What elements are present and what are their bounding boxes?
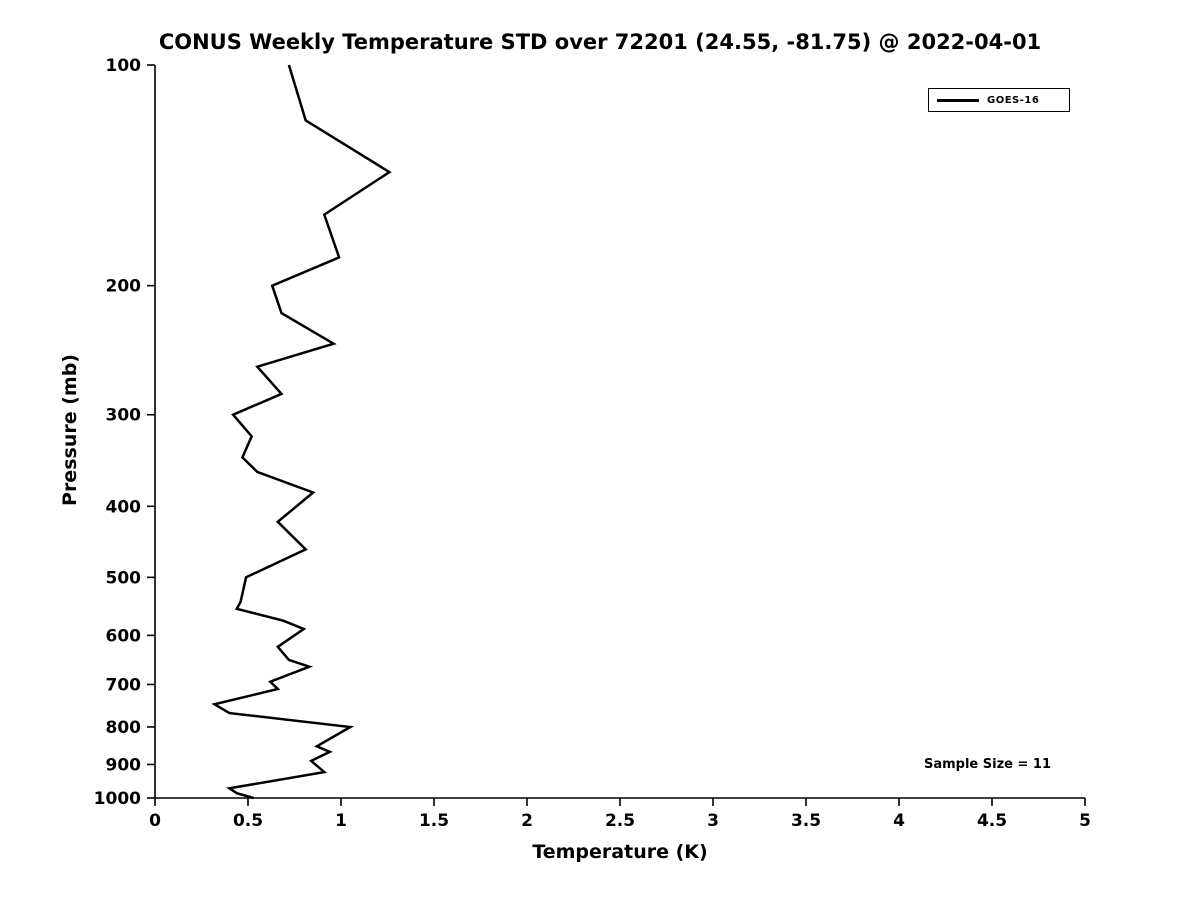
y-tick-label: 100	[106, 56, 142, 76]
y-tick-label: 900	[106, 755, 142, 775]
x-tick-label: 4.5	[977, 811, 1007, 831]
y-tick-label: 700	[106, 675, 142, 695]
y-tick-label: 400	[106, 497, 142, 517]
y-tick-label: 500	[106, 568, 142, 588]
x-tick-label: 2	[521, 811, 533, 831]
x-tick-label: 0	[149, 811, 161, 831]
legend: GOES-16	[928, 88, 1070, 112]
x-tick-label: 2.5	[605, 811, 635, 831]
chart-title: CONUS Weekly Temperature STD over 72201 …	[158, 30, 1042, 54]
legend-line-sample-icon	[937, 98, 979, 102]
x-tick-label: 4	[893, 811, 905, 831]
x-tick-label: 1	[335, 811, 347, 831]
x-axis-label: Temperature (K)	[532, 841, 708, 863]
x-tick-label: 1.5	[419, 811, 449, 831]
y-tick-label: 200	[106, 277, 142, 297]
y-tick-label: 300	[106, 406, 142, 426]
legend-entry-label: GOES-16	[987, 94, 1040, 106]
goes16-line	[211, 64, 392, 800]
y-tick-label: 1000	[94, 789, 141, 809]
sample-size-annotation: Sample Size = 11	[923, 757, 1052, 772]
y-tick-label: 600	[106, 626, 142, 646]
y-axis-label: Pressure (mb)	[59, 354, 81, 506]
y-tick-label: 800	[106, 718, 142, 738]
x-tick-label: 0.5	[233, 811, 263, 831]
x-tick-label: 3.5	[791, 811, 821, 831]
x-tick-label: 5	[1079, 811, 1091, 831]
x-tick-label: 3	[707, 811, 719, 831]
